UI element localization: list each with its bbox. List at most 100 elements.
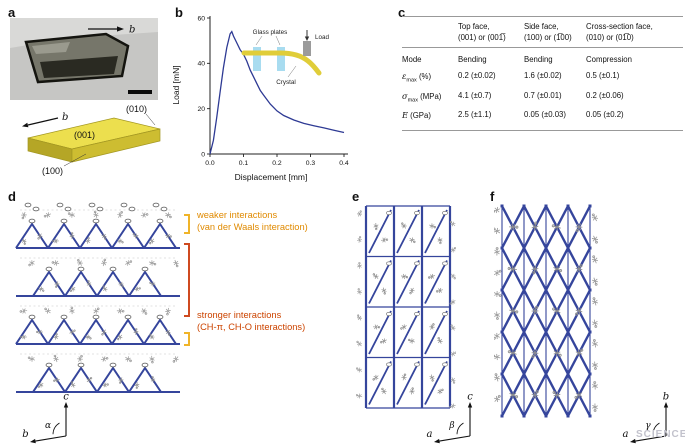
svg-text:0.2: 0.2: [272, 160, 282, 167]
photo-crystal-highlight: [32, 42, 70, 54]
watermark: SCIENCE: [636, 429, 685, 440]
row-label: Mode: [402, 55, 422, 65]
panel-f-label: f: [490, 189, 495, 204]
cell: 0.05 (±0.2): [586, 110, 624, 120]
inset-crystal-label: Crystal: [276, 79, 296, 86]
header-line: Cross-section face,: [586, 22, 653, 31]
header-line: Top face,: [458, 22, 490, 31]
svg-text:0.1: 0.1: [239, 160, 249, 167]
crystal-schematic: b (010) (001) (100): [22, 104, 161, 176]
table-corner-cell: [402, 22, 458, 43]
scale-bar: [128, 90, 152, 94]
weaker-interactions-annotation: weaker interactions (van der Waals inter…: [197, 210, 308, 233]
load-block: [303, 41, 311, 56]
table-body: Mode Bending Bending Compression εmax (%…: [402, 48, 683, 131]
weaker-bracket-top: [184, 214, 190, 234]
cell: Bending: [524, 55, 553, 65]
cell: 0.05 (±0.03): [524, 110, 566, 120]
schematic-b-axis-arrowhead: [22, 122, 29, 128]
cell: Compression: [586, 55, 632, 65]
inset-crystal-beam: [241, 50, 322, 76]
schematic-b-axis-label: b: [62, 112, 68, 123]
face-001-label: (001): [74, 130, 95, 140]
axes-indicator-f: b a γ: [623, 392, 669, 444]
row-label: E (GPa): [402, 110, 431, 121]
header-line: (001) or (001̅): [458, 32, 506, 42]
glass-leader-right: [275, 35, 281, 46]
header-line: Side face,: [524, 22, 559, 31]
face-100-label: (100): [42, 166, 63, 176]
cell: 1.6 (±0.02): [524, 71, 562, 81]
schematic-b-axis-arrow: [27, 117, 59, 126]
mechanical-properties-table: Top face, (001) or (001̅) Side face, (100)…: [402, 16, 683, 131]
cell: 0.2 (±0.06): [586, 90, 624, 100]
chart-plot-area: 0.0 0.1 0.2 0.3 0.4 0 20 40 60: [197, 15, 349, 167]
glass-plate-left: [253, 47, 261, 71]
svg-text:0.0: 0.0: [205, 160, 215, 167]
stronger-interactions-annotation: stronger interactions (CH-π, CH-O intera…: [197, 310, 306, 333]
face-010-label: (010): [126, 104, 147, 114]
panel-c-label: c: [398, 5, 406, 20]
crystal-front-face: [71, 128, 161, 163]
svg-text:a: a: [623, 429, 629, 440]
panel-b-label: b: [175, 5, 183, 20]
svg-text:0.4: 0.4: [339, 160, 349, 167]
weaker-bracket-bottom: [184, 332, 190, 346]
photo-crystal-shadow: [40, 56, 118, 78]
svg-text:a: a: [427, 429, 433, 440]
panel-d-label: d: [8, 189, 16, 204]
svg-text:0: 0: [201, 151, 205, 158]
table-header-row: Top face, (001) or (001̅) Side face, (100)…: [402, 16, 683, 49]
crystal-leader: [287, 65, 297, 78]
load-displacement-chart: 0.0 0.1 0.2 0.3 0.4 0 20 40 60 Glass plates Load…: [197, 15, 349, 167]
photo-b-axis-arrowhead: [117, 26, 124, 32]
axes-indicator-d: c b α: [22, 392, 69, 444]
crystal-structure-bc-plane: [15, 202, 180, 393]
glass-leader-left: [255, 35, 263, 46]
panel-a-label: a: [8, 5, 16, 20]
crystal-structure-ab-plane: [494, 204, 598, 418]
cell: 2.5 (±1.1): [458, 110, 492, 120]
stronger-bracket: [184, 243, 190, 317]
svg-text:b: b: [663, 392, 669, 403]
inset-glass-label: Glass plates: [253, 29, 288, 36]
inset-load-label: Load: [315, 34, 330, 41]
row-label: εmax (%): [402, 71, 432, 84]
svg-text:c: c: [63, 392, 69, 403]
table-row-mode: Mode Bending Bending Compression: [402, 48, 683, 64]
cell: 4.1 (±0.7): [458, 90, 492, 100]
svg-text:α: α: [45, 421, 51, 431]
panel-e-label: e: [352, 189, 360, 204]
cell: 0.5 (±0.1): [586, 71, 620, 81]
glass-plate-right: [277, 47, 285, 71]
load-arrowhead: [304, 36, 310, 41]
table-header-top-face: Top face, (001) or (001̅): [458, 22, 524, 43]
chart-ylabel: Load [mN]: [171, 65, 181, 105]
table-row-modulus: E (GPa) 2.5 (±1.1) 0.05 (±0.03) 0.05 (±0…: [402, 103, 683, 130]
photo-b-axis-label: b: [129, 25, 135, 36]
test-setup-inset: Glass plates Load Crystal: [241, 29, 330, 86]
header-line: (100) or (1̅00): [524, 32, 572, 42]
cell: Bending: [458, 55, 487, 65]
crystal-structure-ac-plane: [356, 205, 456, 409]
cell: 0.2 (±0.02): [458, 71, 496, 81]
svg-text:60: 60: [197, 15, 205, 22]
row-label: σmax (MPa): [402, 90, 442, 104]
table-header-cross-face: Cross-section face, (010) or (01̅0): [586, 22, 676, 43]
svg-text:γ: γ: [645, 421, 651, 431]
svg-text:0.3: 0.3: [306, 160, 316, 167]
chart-xlabel: Displacement [mm]: [234, 172, 308, 182]
svg-text:c: c: [467, 392, 473, 403]
face-100-leader: [63, 153, 87, 167]
svg-text:b: b: [22, 429, 28, 440]
table-row-strain: εmax (%) 0.2 (±0.02) 1.6 (±0.02) 0.5 (±0…: [402, 64, 683, 84]
cell: 0.7 (±0.01): [524, 90, 562, 100]
svg-text:40: 40: [197, 61, 205, 68]
crystal-photo: b: [10, 18, 158, 100]
axes-indicator-e: c a β: [427, 392, 473, 444]
svg-text:β: β: [448, 421, 454, 431]
table-row-stress: σmax (MPa) 4.1 (±0.7) 0.7 (±0.01) 0.2 (±…: [402, 84, 683, 104]
table-header-side-face: Side face, (100) or (1̅00): [524, 22, 586, 43]
face-010-leader: [145, 113, 156, 126]
